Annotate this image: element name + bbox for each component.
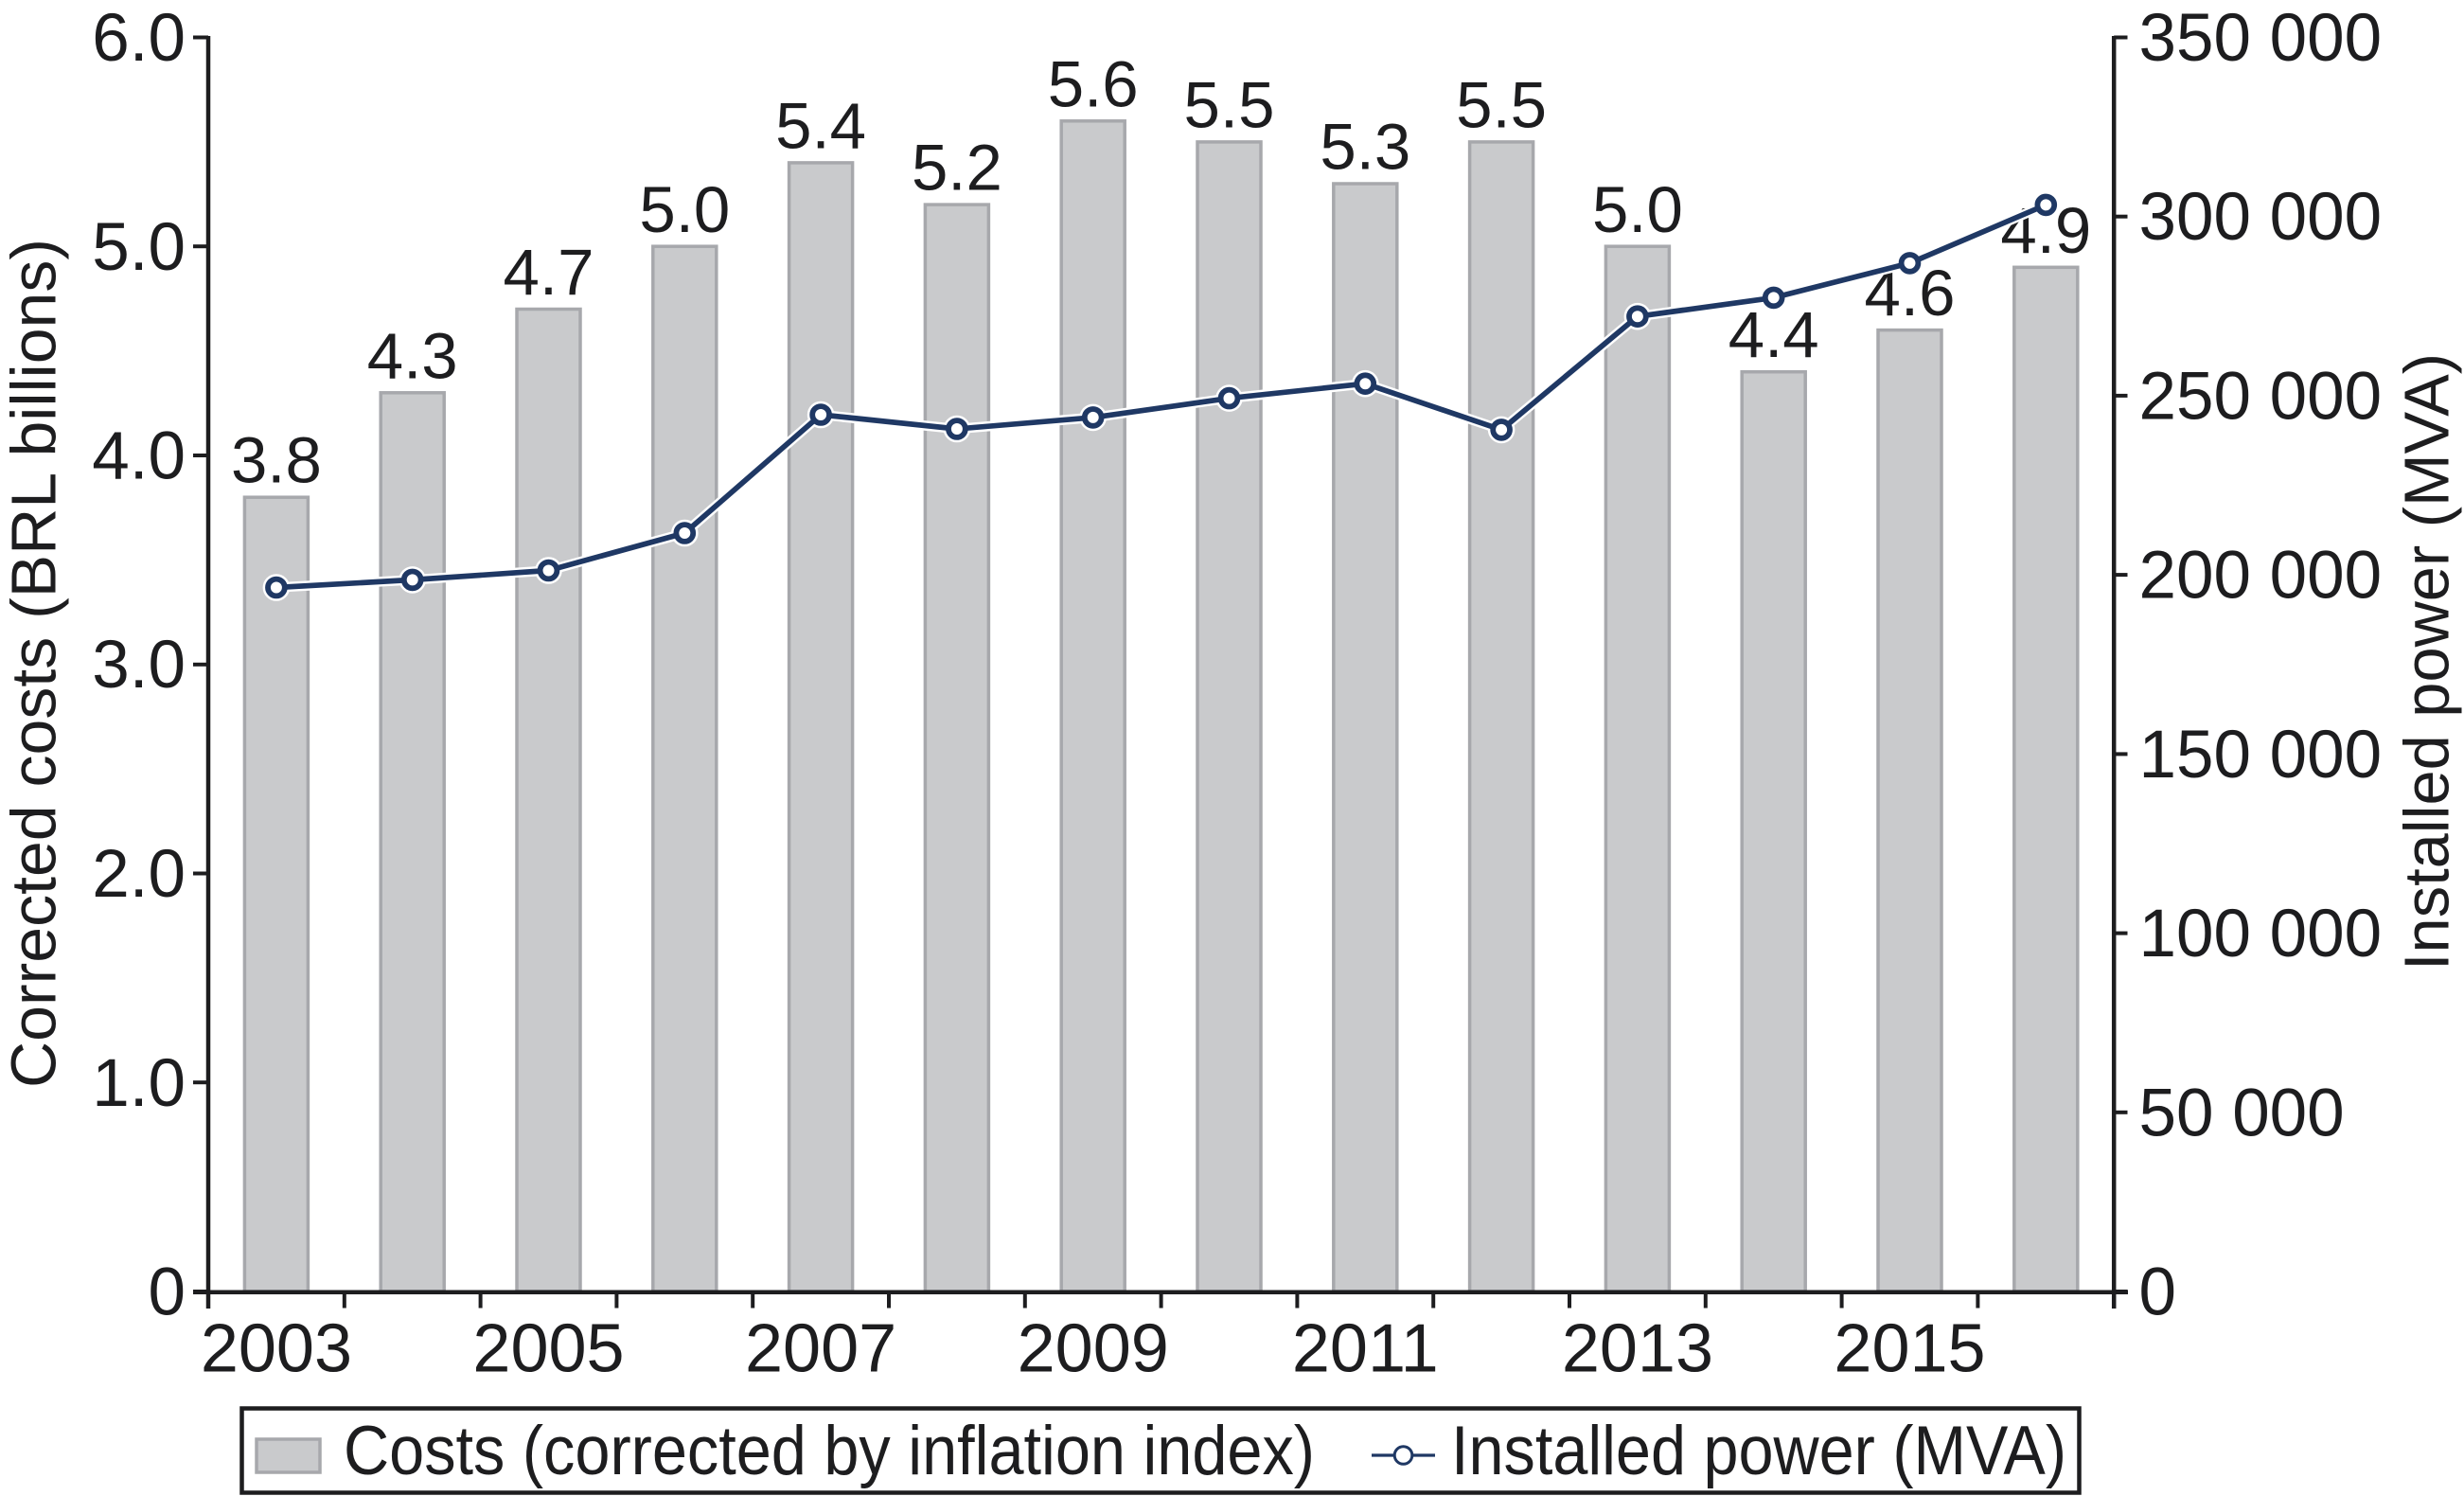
svg-text:Corrected costs (BRL billions): Corrected costs (BRL billions) — [0, 239, 70, 1088]
svg-text:4.3: 4.3 — [367, 319, 458, 392]
svg-text:2009: 2009 — [1018, 1311, 1169, 1387]
svg-text:2007: 2007 — [745, 1311, 896, 1387]
svg-text:Costs (corrected by inflation: Costs (corrected by inflation index) — [344, 1413, 1315, 1489]
svg-text:3.0: 3.0 — [92, 628, 186, 703]
svg-text:2013: 2013 — [1562, 1311, 1713, 1387]
svg-text:Installed power (MVA): Installed power (MVA) — [1451, 1413, 2066, 1489]
svg-text:0: 0 — [2139, 1256, 2177, 1330]
svg-text:250 000: 250 000 — [2139, 359, 2383, 434]
svg-text:1.0: 1.0 — [92, 1046, 186, 1121]
svg-text:300 000: 300 000 — [2139, 180, 2383, 255]
svg-text:50 000: 50 000 — [2139, 1076, 2345, 1150]
svg-text:5.0: 5.0 — [639, 173, 730, 246]
svg-text:2003: 2003 — [201, 1311, 352, 1387]
svg-text:150 000: 150 000 — [2139, 718, 2383, 793]
svg-text:4.0: 4.0 — [92, 419, 186, 494]
svg-text:3.8: 3.8 — [231, 424, 322, 497]
svg-text:350 000: 350 000 — [2139, 1, 2383, 76]
svg-text:200 000: 200 000 — [2139, 539, 2383, 614]
svg-text:4.7: 4.7 — [504, 236, 594, 309]
svg-text:Installed power (MVA): Installed power (MVA) — [2392, 353, 2463, 971]
svg-text:2.0: 2.0 — [92, 837, 186, 912]
svg-text:6.0: 6.0 — [92, 1, 186, 76]
svg-text:2005: 2005 — [472, 1311, 624, 1387]
svg-text:5.4: 5.4 — [775, 89, 866, 162]
svg-text:5.5: 5.5 — [1184, 68, 1275, 141]
svg-text:2015: 2015 — [1834, 1311, 1985, 1387]
svg-text:5.2: 5.2 — [912, 132, 1002, 205]
svg-text:5.0: 5.0 — [92, 210, 186, 285]
svg-text:5.5: 5.5 — [1456, 68, 1547, 141]
svg-text:5.3: 5.3 — [1320, 111, 1410, 184]
svg-text:100 000: 100 000 — [2139, 897, 2383, 971]
svg-text:0: 0 — [149, 1256, 186, 1330]
svg-text:5.0: 5.0 — [1592, 173, 1683, 246]
svg-text:5.6: 5.6 — [1048, 47, 1139, 120]
svg-text:2011: 2011 — [1292, 1311, 1439, 1387]
